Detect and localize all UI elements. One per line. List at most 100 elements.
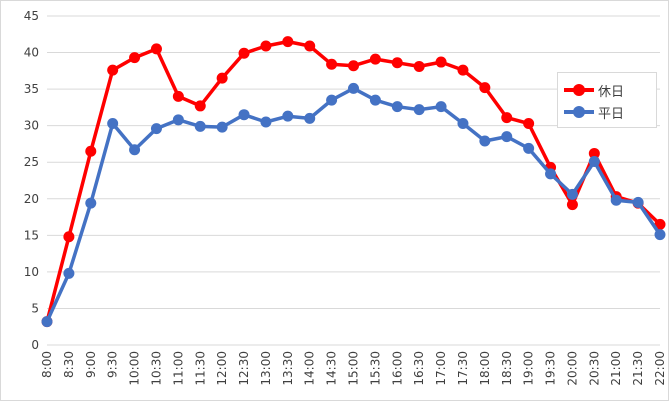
series-1-point-22 [523, 142, 535, 154]
series-0-point-11 [282, 36, 294, 48]
x-tick-label-26: 21:00 [609, 351, 623, 386]
series-0-point-1 [63, 231, 75, 243]
series-0-point-5 [150, 43, 162, 55]
series-0-point-16 [391, 57, 403, 69]
x-tick-label-8: 12:00 [215, 351, 229, 386]
y-tick-label-40: 40 [24, 46, 39, 60]
series-0-point-24 [566, 199, 578, 211]
y-tick-label-30: 30 [24, 119, 39, 133]
series-0-point-12 [304, 40, 316, 52]
x-tick-label-10: 13:00 [259, 351, 273, 386]
series-1-point-19 [457, 117, 469, 129]
series-0-point-13 [326, 58, 338, 70]
x-tick-label-3: 9:30 [106, 351, 120, 378]
series-0-point-19 [457, 64, 469, 76]
legend-label-holiday: 休日 [598, 84, 625, 100]
series-0-point-18 [435, 56, 447, 68]
series-1-point-28 [654, 229, 666, 241]
series-0-point-22 [523, 117, 535, 129]
series-1-point-3 [107, 117, 119, 129]
x-tick-label-27: 21:30 [631, 351, 645, 386]
y-tick-label-15: 15 [24, 228, 39, 242]
legend: 休日 平日 [557, 72, 657, 128]
series-1-point-18 [435, 101, 447, 113]
series-0-point-2 [85, 145, 97, 157]
x-tick-label-18: 17:00 [434, 351, 448, 386]
x-tick-label-1: 8:30 [62, 351, 76, 378]
series-0-point-28 [654, 218, 666, 230]
series-0-point-25 [588, 147, 600, 159]
x-tick-label-22: 19:00 [522, 351, 536, 386]
series-1-point-5 [150, 123, 162, 135]
x-tick-label-5: 10:30 [149, 351, 163, 386]
series-1-point-2 [85, 197, 97, 209]
x-tick-label-12: 14:00 [303, 351, 317, 386]
x-tick-label-17: 16:30 [412, 351, 426, 386]
series-0-point-3 [107, 64, 119, 76]
x-tick-label-9: 12:30 [237, 351, 251, 386]
series-1-point-20 [479, 135, 491, 147]
series-1-point-25 [588, 155, 600, 167]
series-0-point-8 [216, 72, 228, 84]
series-0-point-21 [501, 112, 513, 124]
series-0-point-17 [413, 60, 425, 72]
x-tick-label-14: 15:00 [347, 351, 361, 386]
series-1-point-8 [216, 121, 228, 133]
x-tick-label-7: 11:30 [193, 351, 207, 386]
series-1-point-10 [260, 116, 272, 128]
series-1-point-7 [194, 120, 206, 132]
y-tick-label-5: 5 [31, 301, 39, 315]
series-0-point-20 [479, 82, 491, 94]
series-1-point-24 [566, 188, 578, 200]
series-0-point-15 [369, 53, 381, 65]
x-tick-label-21: 18:30 [500, 351, 514, 386]
series-1-point-9 [238, 109, 250, 121]
y-tick-label-10: 10 [24, 265, 39, 279]
series-1-point-13 [326, 94, 338, 106]
x-tick-label-16: 16:00 [390, 351, 404, 386]
legend-item-holiday: 休日 [564, 80, 624, 100]
series-0-point-9 [238, 47, 250, 59]
y-tick-label-35: 35 [24, 82, 39, 96]
series-0-point-14 [348, 60, 359, 72]
x-tick-label-28: 22:00 [653, 351, 667, 386]
series-1-point-23 [545, 168, 557, 180]
x-tick-label-11: 13:30 [281, 351, 295, 386]
x-tick-label-0: 8:00 [40, 351, 54, 378]
series-1-point-21 [501, 131, 513, 143]
series-1-point-0 [41, 316, 53, 328]
series-1-point-17 [413, 104, 425, 116]
legend-swatch-weekday [564, 102, 594, 122]
x-tick-label-2: 9:00 [84, 351, 98, 378]
y-tick-label-0: 0 [31, 338, 39, 352]
series-1-point-4 [129, 144, 141, 156]
x-tick-label-23: 19:30 [544, 351, 558, 386]
x-tick-label-4: 10:00 [128, 351, 142, 386]
x-tick-label-13: 14:30 [325, 351, 339, 386]
x-tick-label-25: 20:30 [587, 351, 601, 386]
series-1-point-26 [610, 194, 622, 206]
x-tick-label-19: 17:30 [456, 351, 470, 386]
y-tick-label-20: 20 [24, 192, 39, 206]
series-1-point-15 [369, 94, 381, 106]
series-0-point-6 [172, 90, 184, 102]
x-tick-label-15: 15:30 [368, 351, 382, 386]
series-1-point-12 [304, 112, 316, 124]
x-tick-label-20: 18:00 [478, 351, 492, 386]
legend-swatch-holiday [564, 80, 594, 100]
legend-label-weekday: 平日 [598, 106, 625, 122]
series-1-point-6 [172, 114, 184, 126]
series-0-point-7 [194, 100, 206, 112]
series-1-point-11 [282, 110, 294, 122]
x-tick-label-24: 20:00 [565, 351, 579, 386]
y-tick-label-25: 25 [24, 155, 39, 169]
y-tick-label-45: 45 [24, 9, 39, 23]
legend-item-weekday: 平日 [564, 102, 624, 122]
series-1-point-16 [391, 101, 403, 113]
series-1-point-27 [632, 196, 644, 208]
series-1-point-1 [63, 267, 75, 279]
series-1-point-14 [348, 82, 359, 94]
x-tick-label-6: 11:00 [171, 351, 185, 386]
